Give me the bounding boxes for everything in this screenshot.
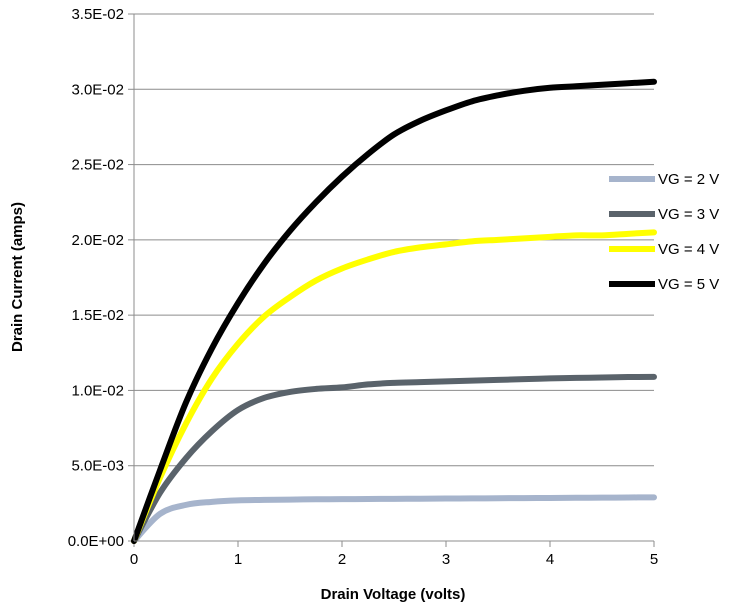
series-line-1 xyxy=(131,494,657,544)
y-axis-title: Drain Current (amps) xyxy=(9,202,26,352)
series-lines xyxy=(131,78,657,544)
y-tick-label: 5.0E-03 xyxy=(71,458,124,475)
legend-label: VG = 2 V xyxy=(658,171,719,188)
x-tick-label: 2 xyxy=(338,551,346,568)
series-line-2 xyxy=(131,373,657,544)
y-tick-label: 1.0E-02 xyxy=(71,382,124,399)
series-line-3 xyxy=(131,229,657,544)
y-tick-labels: 0.0E+00 5.0E-03 1.0E-02 1.5E-02 2.0E-02 2.5E-… xyxy=(68,6,124,550)
x-axis-title: Drain Voltage (volts) xyxy=(321,586,466,603)
x-tick-label: 1 xyxy=(234,551,242,568)
y-tick-label: 1.5E-02 xyxy=(71,307,124,324)
series-line-4 xyxy=(131,78,657,544)
x-tick-label: 0 xyxy=(130,551,138,568)
axes xyxy=(133,14,654,542)
x-tick-label: 5 xyxy=(650,551,658,568)
y-tick-label: 3.0E-02 xyxy=(71,81,124,98)
gridlines xyxy=(128,13,655,547)
legend-label: VG = 3 V xyxy=(658,206,719,223)
x-tick-labels: 0 1 2 3 4 5 xyxy=(130,551,658,568)
legend-label: VG = 5 V xyxy=(658,276,719,293)
y-tick-label: 2.5E-02 xyxy=(71,157,124,174)
x-tick-label: 4 xyxy=(546,551,554,568)
x-tick-label: 3 xyxy=(442,551,450,568)
legend-label: VG = 4 V xyxy=(658,241,719,258)
y-tick-label: 2.0E-02 xyxy=(71,232,124,249)
y-tick-label: 0.0E+00 xyxy=(68,533,124,550)
y-tick-label: 3.5E-02 xyxy=(71,6,124,23)
legend: VG = 2 V VG = 3 V VG = 4 V VG = 5 V xyxy=(609,171,719,293)
